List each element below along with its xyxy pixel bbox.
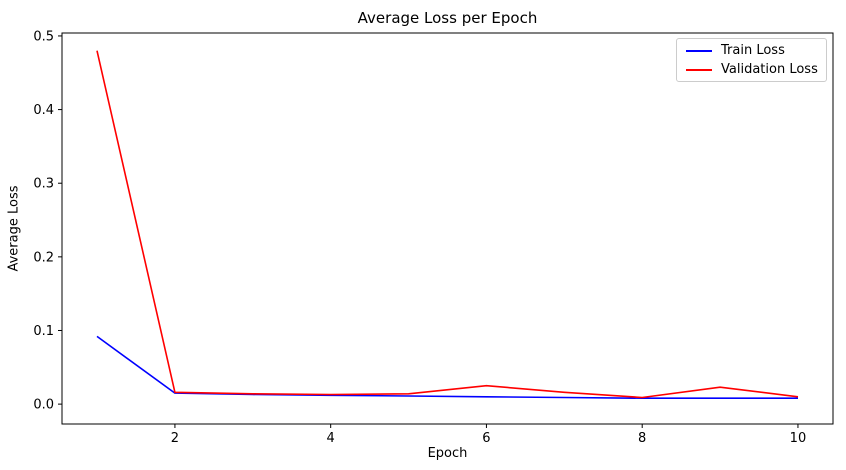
x-tick-label: 10 [790, 431, 807, 446]
y-tick-label: 0.4 [33, 103, 54, 118]
x-tick-label: 4 [327, 431, 335, 446]
y-tick-label: 0.5 [33, 29, 54, 44]
train-loss-line [96, 335, 798, 400]
y-tick-label: 0.3 [33, 177, 54, 192]
x-tick-label: 2 [171, 431, 179, 446]
legend-label-train: Train Loss [721, 43, 785, 58]
y-tick-label: 0.0 [33, 398, 54, 413]
legend: Train Loss Validation Loss [676, 38, 827, 82]
validation-loss-line [96, 50, 799, 399]
y-tick-label: 0.2 [33, 250, 54, 265]
legend-label-validation: Validation Loss [721, 62, 818, 77]
x-tick-label: 8 [638, 431, 646, 446]
x-axis-label: Epoch [427, 446, 468, 461]
chart-title: Average Loss per Epoch [357, 9, 538, 27]
legend-entry-train: Train Loss [677, 41, 826, 60]
x-tick-label: 6 [482, 431, 490, 446]
y-tick-label: 0.1 [33, 324, 54, 339]
validation-loss-swatch [686, 68, 712, 71]
train-loss-swatch [686, 49, 712, 52]
axes-frame [61, 32, 834, 425]
y-axis-label: Average Loss [6, 185, 22, 272]
legend-entry-validation: Validation Loss [677, 60, 826, 79]
